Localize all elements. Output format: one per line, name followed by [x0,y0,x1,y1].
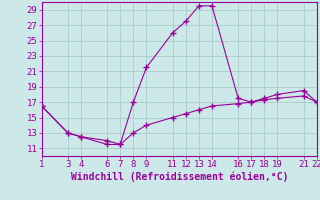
X-axis label: Windchill (Refroidissement éolien,°C): Windchill (Refroidissement éolien,°C) [70,172,288,182]
